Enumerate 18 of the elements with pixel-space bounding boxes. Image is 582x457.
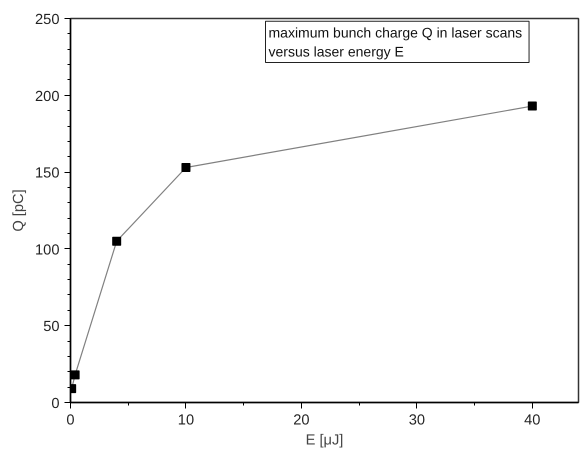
x-tick-label: 0 bbox=[66, 412, 75, 428]
y-tick-label: 200 bbox=[35, 88, 60, 105]
y-tick-label: 50 bbox=[43, 319, 60, 336]
x-tick-label: 40 bbox=[524, 412, 540, 428]
annotation: maximum bunch charge Q in laser scans versus laser energy E bbox=[268, 24, 522, 60]
y-tick-label: 100 bbox=[35, 242, 60, 258]
point bbox=[528, 102, 537, 111]
y-axis-title: Q [pC] bbox=[11, 189, 28, 232]
x-tick-label: 30 bbox=[408, 412, 426, 428]
point bbox=[181, 162, 190, 172]
y-tick-label: 0 bbox=[51, 396, 60, 412]
x-tick-label: 20 bbox=[293, 412, 310, 428]
y-tick-label: 250 bbox=[35, 12, 60, 28]
y-tick-label: 150 bbox=[35, 166, 60, 182]
point bbox=[112, 236, 122, 246]
x-axis-title: E [μJ] bbox=[306, 432, 344, 448]
x-tick-label: 10 bbox=[178, 412, 194, 428]
point bbox=[70, 370, 80, 380]
